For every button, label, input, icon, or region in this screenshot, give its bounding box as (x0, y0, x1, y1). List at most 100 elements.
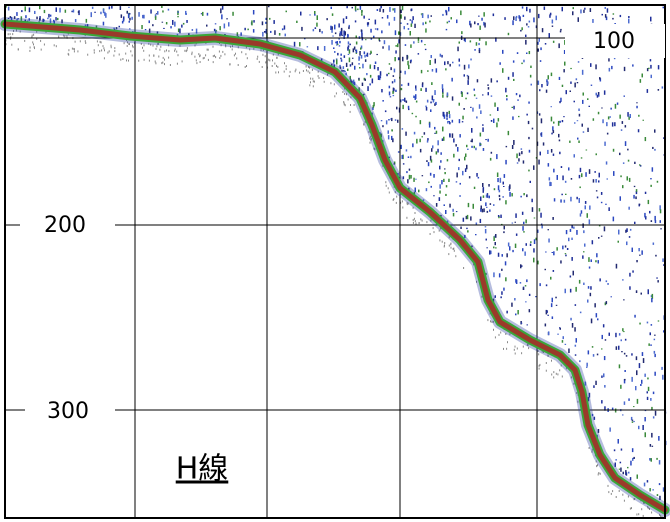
echo-dot (142, 14, 144, 19)
echo-dot (595, 260, 597, 263)
echo-dot (644, 373, 646, 377)
echo-dot (93, 51, 95, 54)
echo-dot (463, 267, 465, 269)
echo-dot (537, 48, 539, 52)
echo-dot (578, 140, 580, 143)
echo-dot (649, 59, 652, 62)
echo-dot (432, 145, 434, 149)
echo-dot (601, 334, 603, 340)
echo-dot (490, 320, 491, 323)
echo-dot (218, 50, 220, 53)
echo-dot (502, 68, 504, 73)
echo-dot (387, 135, 390, 140)
echo-dot (659, 205, 661, 211)
echo-dot (177, 10, 179, 15)
echo-dot (392, 75, 395, 77)
echo-dot (545, 362, 547, 364)
echo-dot (373, 35, 375, 38)
echo-dot (168, 56, 170, 59)
echo-dot (650, 295, 653, 298)
echo-dot (471, 138, 473, 143)
echo-dot (354, 5, 357, 11)
echo-dot (595, 190, 598, 192)
echo-dot (131, 16, 133, 20)
echo-dot (564, 245, 567, 248)
echo-dot (191, 53, 193, 56)
echo-dot (479, 143, 482, 146)
echo-dot (632, 457, 634, 461)
echo-dot (662, 374, 664, 380)
echo-dot (174, 49, 176, 52)
echo-dot (404, 70, 406, 75)
echo-dot (246, 65, 247, 67)
echo-dot (509, 191, 511, 197)
echo-dot (445, 10, 448, 16)
echo-dot (420, 39, 423, 43)
echo-dot (528, 347, 530, 350)
echo-dot (535, 25, 538, 29)
echo-dot (176, 50, 178, 53)
echo-dot (525, 34, 527, 37)
echo-dot (118, 25, 120, 28)
echo-dot (513, 348, 515, 351)
echo-dot (479, 132, 482, 137)
echo-dot (466, 227, 468, 230)
echo-dot (451, 96, 454, 101)
echo-dot (113, 27, 115, 30)
echo-dot (429, 60, 431, 65)
echo-dot (360, 55, 363, 59)
echo-dot (513, 78, 515, 81)
echo-dot (84, 40, 86, 43)
echo-dot (544, 43, 547, 45)
echo-dot (186, 20, 188, 23)
echo-dot (129, 13, 131, 15)
echo-dot (274, 30, 276, 35)
echo-dot (595, 153, 597, 156)
echo-dot (59, 7, 61, 13)
echo-dot (67, 32, 69, 35)
echo-dot (586, 213, 588, 218)
echo-dot (380, 5, 382, 9)
echo-dot (341, 69, 343, 72)
echo-dot (533, 165, 535, 170)
echo-dot (448, 110, 450, 114)
echo-dot (597, 260, 599, 264)
echo-dot (620, 129, 623, 131)
echo-dot (569, 140, 571, 143)
echo-dot (335, 92, 337, 95)
echo-dot (624, 141, 627, 146)
echo-dot (467, 75, 470, 80)
echo-dot (497, 252, 500, 257)
echo-dot (121, 20, 124, 24)
echo-dot (629, 114, 631, 118)
echo-dot (561, 375, 563, 378)
echo-dot (629, 477, 632, 481)
echo-dot (654, 334, 656, 336)
echo-dot (584, 7, 586, 10)
echo-dot (222, 50, 224, 53)
echo-dot (620, 339, 622, 342)
echo-dot (394, 8, 396, 13)
echo-dot (427, 138, 429, 141)
label-box (565, 24, 665, 58)
echo-dot (406, 54, 408, 60)
echo-dot (167, 8, 170, 11)
echo-dot (623, 379, 626, 384)
echo-dot (642, 358, 645, 363)
echo-dot (629, 286, 631, 290)
echo-dot (207, 58, 209, 61)
echo-dot (660, 515, 662, 517)
echo-dot (100, 41, 102, 44)
echo-dot (521, 27, 523, 31)
echo-dot (448, 114, 451, 119)
echo-dot (659, 495, 661, 500)
echo-dot (408, 168, 411, 171)
echo-dot (484, 22, 486, 28)
echo-dot (410, 44, 412, 48)
echo-dot (631, 376, 633, 382)
echo-dot (541, 28, 544, 33)
echo-dot (392, 8, 394, 11)
echo-dot (489, 203, 492, 205)
echo-dot (141, 25, 143, 30)
echo-dot (433, 195, 435, 197)
